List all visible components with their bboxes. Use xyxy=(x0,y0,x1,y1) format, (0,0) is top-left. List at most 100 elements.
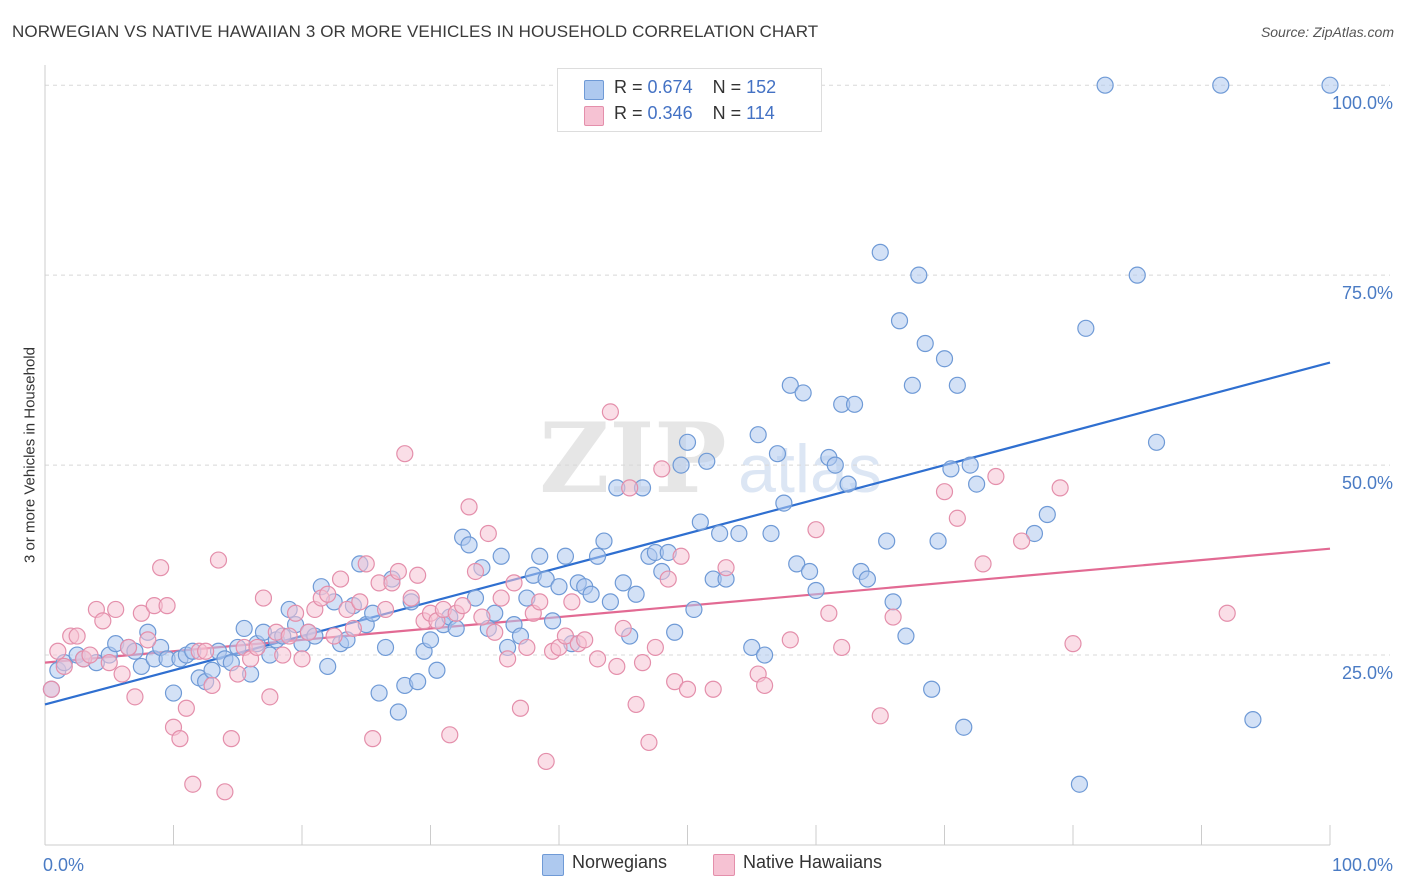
native-hawaiian-point xyxy=(184,775,202,793)
norwegian-point xyxy=(794,384,812,402)
native-hawaiian-point xyxy=(177,699,195,717)
native-hawaiian-point xyxy=(119,638,138,657)
native-hawaiian-point xyxy=(364,730,382,748)
native-hawaiian-point xyxy=(563,593,581,611)
norwegian-point xyxy=(730,524,748,543)
native-hawaiian-point xyxy=(601,403,620,421)
native-hawaiian-point xyxy=(987,467,1005,486)
native-hawaiian-point xyxy=(376,600,395,619)
norwegian-point xyxy=(961,456,979,474)
native-hawaiian-point xyxy=(42,680,61,698)
norwegian-point xyxy=(537,570,555,588)
norwegian-point xyxy=(916,334,934,353)
native-hawaiian-point xyxy=(633,654,652,672)
legend-n-label: N = xyxy=(712,103,742,123)
watermark-atlas: atlas xyxy=(738,431,882,507)
native-hawaiian-point xyxy=(820,604,838,622)
norwegian-point xyxy=(890,312,909,330)
native-hawaiian-point xyxy=(299,623,318,641)
native-hawaiian-point xyxy=(344,619,362,638)
norwegian-point xyxy=(768,445,787,463)
native-hawaiian-point xyxy=(833,638,851,657)
native-hawaiian-point xyxy=(531,593,549,611)
norwegian-point xyxy=(942,460,960,478)
norwegian-point xyxy=(582,585,600,603)
native-hawaiian-point xyxy=(396,445,414,463)
norwegian-point xyxy=(743,638,761,657)
native-hawaiian-point xyxy=(807,521,825,539)
native-hawaiian-point xyxy=(537,752,555,771)
native-hawaiian-point xyxy=(666,673,684,691)
native-hawaiian-point xyxy=(935,483,954,501)
native-hawaiian-point xyxy=(203,676,221,695)
native-hawaiian-point xyxy=(678,680,697,698)
norwegian-point xyxy=(1147,433,1166,451)
norwegian-point xyxy=(800,562,819,581)
norwegian-point xyxy=(935,350,954,368)
norwegian-point xyxy=(903,376,921,394)
native-hawaiian-point xyxy=(139,631,157,649)
native-hawaiian-point xyxy=(653,460,671,478)
x-tick-label: 100.0% xyxy=(1332,855,1393,875)
native-hawaiian-point xyxy=(325,627,343,645)
norwegian-point xyxy=(1077,319,1095,337)
norwegian-point xyxy=(409,673,427,691)
norwegian-point xyxy=(1244,711,1262,729)
native-hawaiian-point xyxy=(576,631,594,649)
norwegian-point xyxy=(955,718,973,736)
native-hawaiian-point xyxy=(222,730,240,748)
native-hawaiian-point xyxy=(261,688,279,706)
native-hawaiian-point xyxy=(871,707,889,725)
series-legend: Norwegians Native Hawaiians xyxy=(0,852,1406,878)
legend-swatch-blue xyxy=(584,80,604,100)
native-hawaiian-point xyxy=(672,547,690,565)
native-hawaiian-point xyxy=(158,597,176,615)
norwegian-point xyxy=(878,532,896,550)
native-hawaiian-point xyxy=(357,555,375,573)
norwegian-point xyxy=(775,494,793,512)
norwegian-point xyxy=(492,547,510,565)
native-hawaiian-point xyxy=(113,665,131,683)
norwegian-point xyxy=(672,456,690,474)
norwegian-point xyxy=(897,627,915,645)
norwegian-point xyxy=(1070,775,1089,793)
legend-swatch-pink xyxy=(713,854,735,876)
native-hawaiian-point xyxy=(209,551,228,569)
norwegian-point xyxy=(376,638,395,657)
native-hawaiian-point xyxy=(132,604,150,622)
norwegian-point xyxy=(556,547,575,565)
native-hawaiian-point xyxy=(171,730,189,748)
native-hawaiian-point xyxy=(454,597,472,615)
native-hawaiian-point xyxy=(588,650,607,668)
x-tick-label: 0.0% xyxy=(43,855,84,875)
norwegian-point xyxy=(203,661,221,679)
native-hawaiian-point xyxy=(614,619,632,638)
native-hawaiian-point xyxy=(338,600,356,619)
native-hawaiian-point xyxy=(280,627,298,645)
norwegian-point xyxy=(627,585,645,603)
native-hawaiian-point xyxy=(254,589,273,607)
norwegian-point xyxy=(370,684,388,702)
norwegian-point xyxy=(762,524,780,543)
native-hawaiian-point xyxy=(1218,604,1236,622)
native-hawaiian-point xyxy=(704,680,722,698)
native-hawaiian-point xyxy=(55,657,73,676)
norwegian-point xyxy=(235,619,253,638)
norwegian-point xyxy=(132,657,150,676)
native-hawaiian-point xyxy=(1064,635,1082,653)
norwegian-point xyxy=(910,266,928,284)
native-hawaiian-point xyxy=(248,638,266,657)
native-hawaiian-point xyxy=(402,589,420,607)
native-hawaiian-point xyxy=(351,593,369,611)
legend-r-label: R = xyxy=(614,103,643,123)
native-hawaiian-point xyxy=(68,627,86,645)
native-hawaiian-point xyxy=(640,733,658,752)
native-hawaiian-point xyxy=(1051,479,1069,497)
native-hawaiian-point xyxy=(94,612,112,630)
norwegian-point xyxy=(826,456,844,474)
norwegian-point xyxy=(968,475,986,493)
norwegian-point xyxy=(788,555,806,573)
native-hawaiian-point xyxy=(492,589,510,607)
norwegian-point xyxy=(447,619,465,638)
norwegian-point xyxy=(389,703,407,721)
